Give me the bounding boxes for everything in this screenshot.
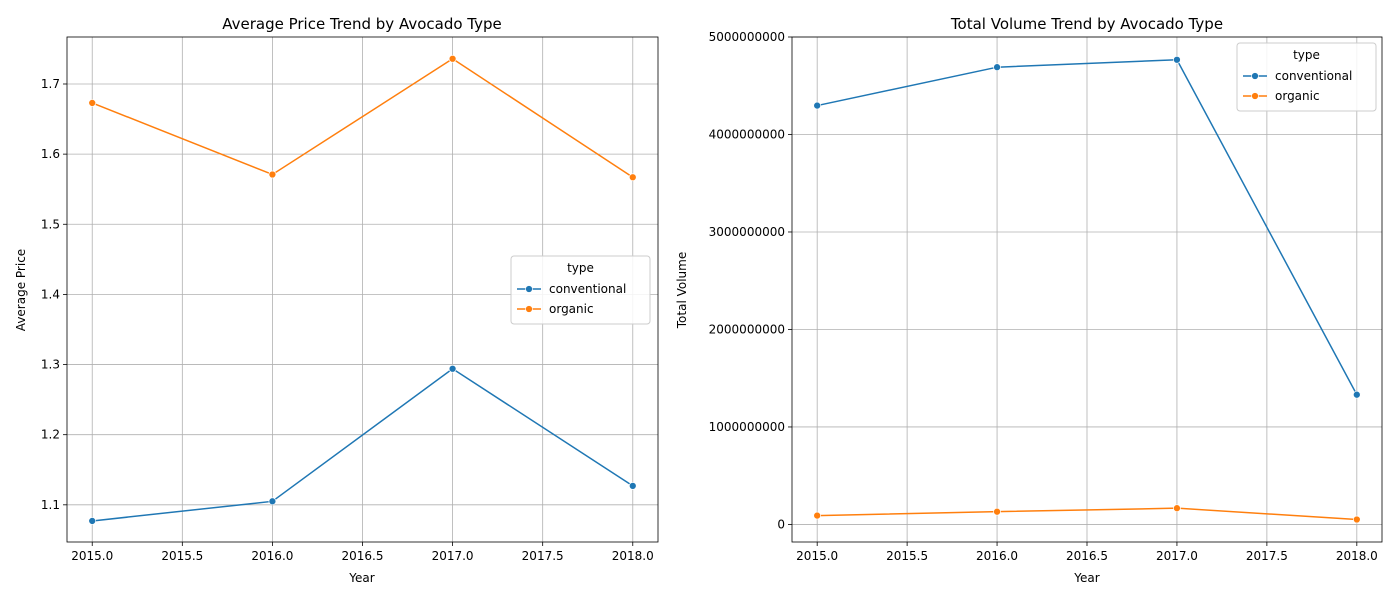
series-line-organic <box>817 507 1357 521</box>
legend: type conventional organic <box>1236 42 1377 112</box>
x-tick-label: 2015.5 <box>886 549 928 563</box>
x-tick-label: 2018.0 <box>612 549 654 563</box>
legend-label: organic <box>1275 89 1320 103</box>
legend: type conventional organic <box>510 255 651 325</box>
y-axis-label: Average Price <box>14 249 28 331</box>
x-tick-label: 2015.0 <box>71 549 113 563</box>
data-point-conventional <box>1352 390 1361 399</box>
legend-title: type <box>1293 48 1320 62</box>
data-point-organic <box>268 170 277 179</box>
data-point-conventional <box>993 63 1001 72</box>
y-tick-label: 1000000000 <box>709 420 785 434</box>
data-point-organic <box>813 511 822 520</box>
ticks: 2015.0 2015.5 2016.0 2016.5 2017.0 2017.5 2018… <box>41 77 654 563</box>
data-point-organic <box>88 99 97 107</box>
x-tick-label: 2017.5 <box>1246 549 1288 563</box>
x-tick-label: 2017.5 <box>522 549 564 563</box>
y-axis-label: Total Volume <box>675 252 689 329</box>
y-tick-label: 2000000000 <box>709 322 785 336</box>
y-tick-label: 1.6 <box>41 147 60 161</box>
y-tick-label: 1.5 <box>41 217 60 231</box>
x-axis-label: Year <box>1073 571 1099 585</box>
grid <box>792 36 1382 542</box>
chart-title: Average Price Trend by Avocado Type <box>222 15 502 33</box>
x-tick-label: 2017.0 <box>432 549 474 563</box>
x-tick-label: 2017.0 <box>1156 549 1198 563</box>
legend-label: organic <box>549 302 594 316</box>
data-point-conventional <box>813 101 822 110</box>
series-layer <box>88 54 637 525</box>
x-tick-label: 2016.5 <box>342 549 384 563</box>
y-tick-label: 1.2 <box>41 428 60 442</box>
data-point-organic <box>448 54 457 63</box>
chart-title: Total Volume Trend by Avocado Type <box>950 15 1223 33</box>
y-tick-label: 4000000000 <box>709 127 785 141</box>
legend-swatch-marker <box>1251 72 1259 80</box>
legend-entries: conventional organic <box>1243 69 1352 103</box>
legend-label: conventional <box>549 282 626 296</box>
average-price-chart: Average Price Trend by Avocado Type 2015… <box>14 15 659 585</box>
x-tick-label: 2016.5 <box>1066 549 1108 563</box>
legend-swatch-marker <box>525 305 533 313</box>
x-axis-label: Year <box>348 571 374 585</box>
y-tick-label: 1.3 <box>41 358 60 372</box>
x-tick-label: 2015.0 <box>796 549 838 563</box>
legend-label: conventional <box>1275 69 1352 83</box>
y-tick-label: 5000000000 <box>709 30 785 44</box>
legend-swatch-marker <box>525 285 533 293</box>
data-point-conventional <box>88 517 97 525</box>
series-line-conventional <box>817 59 1358 396</box>
series-line-organic <box>91 57 634 178</box>
series-line-conventional <box>92 367 634 522</box>
legend-frame <box>1236 42 1377 112</box>
data-point-organic <box>1352 515 1361 524</box>
y-tick-label: 3000000000 <box>709 225 785 239</box>
data-point-organic <box>628 173 637 182</box>
y-tick-label: 1.4 <box>41 287 60 301</box>
legend-swatch-marker <box>1251 92 1259 100</box>
y-tick-label: 0 <box>777 517 785 531</box>
data-point-conventional <box>1173 55 1181 64</box>
series-layer <box>813 55 1361 524</box>
x-tick-label: 2018.0 <box>1336 549 1378 563</box>
data-point-organic <box>1173 504 1181 513</box>
total-volume-chart: Total Volume Trend by Avocado Type 2015.… <box>675 15 1383 585</box>
x-tick-label: 2016.0 <box>976 549 1018 563</box>
data-point-organic <box>993 507 1001 516</box>
x-tick-label: 2015.5 <box>161 549 203 563</box>
x-tick-label: 2016.0 <box>251 549 293 563</box>
ticks: 2015.0 2015.5 2016.0 2016.5 2017.0 2017.5 2018… <box>709 30 1378 563</box>
data-point-conventional <box>448 364 457 373</box>
legend-frame <box>510 255 651 325</box>
legend-entries: conventional organic <box>517 282 626 316</box>
legend-title: type <box>567 261 594 275</box>
y-tick-label: 1.7 <box>41 77 60 91</box>
data-point-conventional <box>628 482 637 490</box>
data-point-conventional <box>268 497 277 506</box>
y-tick-label: 1.1 <box>41 498 60 512</box>
